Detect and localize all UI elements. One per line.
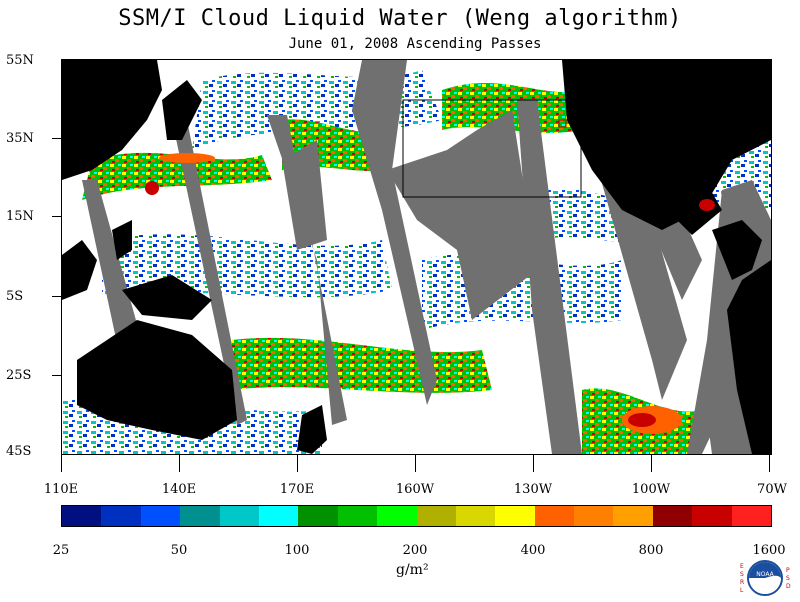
lon-tick [415, 454, 416, 472]
colorbar-swatch [495, 506, 535, 526]
colorbar-label: 100 [284, 543, 310, 558]
lon-tick [533, 454, 534, 472]
map-canvas [62, 60, 771, 454]
colorbar-label: 50 [170, 543, 188, 558]
svg-text:P: P [786, 567, 790, 574]
colorbar-swatch [652, 506, 693, 526]
noaa-logo: NOAA E S R L P S D [736, 558, 794, 598]
colorbar-swatch [574, 506, 614, 526]
lat-label-55n: 55N [6, 53, 34, 68]
lat-tick [52, 296, 61, 297]
colorbar-swatch [534, 506, 575, 526]
lon-tick [179, 454, 180, 472]
storm-highlights [145, 153, 715, 434]
colorbar-label: 200 [402, 543, 428, 558]
lat-label-35n: 35N [6, 131, 34, 146]
svg-text:S: S [740, 571, 744, 578]
map-subtitle: June 01, 2008 Ascending Passes [288, 36, 542, 52]
lon-tick [61, 454, 62, 472]
noaa-emblem-icon: NOAA E S R L P S D [740, 560, 791, 596]
svg-text:L: L [740, 587, 744, 594]
lon-label-100w: 100W [631, 482, 671, 497]
colorbar-swatch [219, 506, 259, 526]
colorbar-swatch [101, 506, 141, 526]
svg-text:R: R [740, 579, 744, 586]
lon-label-130w: 130W [513, 482, 553, 497]
lon-label-110e: 110E [43, 482, 79, 497]
lon-tick [297, 454, 298, 472]
lon-label-70w: 70W [757, 482, 787, 497]
lon-label-160w: 160W [395, 482, 435, 497]
svg-text:NOAA: NOAA [756, 571, 774, 578]
colorbar-swatch [613, 506, 653, 526]
lat-label-5s: 5S [6, 289, 24, 304]
lon-tick [769, 454, 770, 472]
colorbar-swatch [180, 506, 220, 526]
lat-tick [52, 375, 61, 376]
colorbar-swatch [62, 506, 102, 526]
svg-text:D: D [786, 583, 791, 590]
lat-label-25s: 25S [6, 368, 32, 383]
svg-text:S: S [786, 575, 790, 582]
lon-label-170e: 170E [279, 482, 315, 497]
colorbar-swatch [140, 506, 181, 526]
land-masses [62, 60, 771, 454]
colorbar-swatch [258, 506, 299, 526]
colorbar-swatch [731, 506, 772, 526]
map-title: SSM/I Cloud Liquid Water (Weng algorithm… [118, 6, 682, 31]
small-marker-box [558, 119, 567, 128]
lat-tick [52, 216, 61, 217]
colorbar-swatch [416, 506, 456, 526]
map-area [61, 59, 772, 455]
colorbar-swatch [377, 506, 417, 526]
colorbar-label: 1600 [752, 543, 786, 558]
lon-label-140e: 140E [161, 482, 197, 497]
colorbar-swatch [337, 506, 378, 526]
region-box [402, 99, 582, 198]
colorbar-swatch [692, 506, 732, 526]
colorbar-label: 400 [520, 543, 546, 558]
lat-tick [52, 138, 61, 139]
lat-label-45s: 45S [6, 444, 32, 459]
colorbar-label: 25 [52, 543, 70, 558]
colorbar-units: g/m² [396, 562, 429, 578]
lon-tick [651, 454, 652, 472]
colorbar-label: 800 [638, 543, 664, 558]
colorbar-swatch [455, 506, 496, 526]
colorbar-swatch [298, 506, 338, 526]
colorbar [61, 505, 772, 527]
svg-text:E: E [740, 563, 744, 570]
lat-label-15n: 15N [6, 209, 34, 224]
